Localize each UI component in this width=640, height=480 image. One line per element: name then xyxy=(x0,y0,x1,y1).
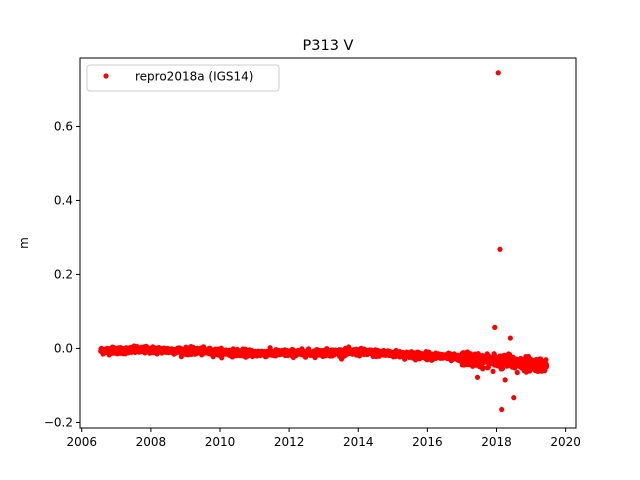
outlier-point xyxy=(474,374,481,380)
y-tick-label: 0.0 xyxy=(54,341,73,355)
x-tick-label: 2008 xyxy=(136,435,167,449)
outlier-point xyxy=(497,246,503,252)
outlier-point xyxy=(507,335,513,341)
x-tick-label: 2006 xyxy=(66,435,97,449)
y-tick-label: 0.4 xyxy=(54,193,73,207)
plot-frame xyxy=(79,57,577,429)
outlier-point xyxy=(499,406,505,413)
chart-title: P313 V xyxy=(303,38,354,54)
x-tick-label: 2016 xyxy=(412,435,443,449)
outlier-point xyxy=(506,351,512,357)
outlier-point xyxy=(495,70,501,76)
x-tick-label: 2010 xyxy=(205,435,236,449)
legend-box xyxy=(86,64,280,92)
scatter-points xyxy=(98,70,550,413)
legend-marker xyxy=(103,73,109,79)
outlier-point xyxy=(502,377,508,383)
x-tick-label: 2012 xyxy=(274,435,305,449)
outlier-point xyxy=(511,395,517,401)
outlier-point xyxy=(480,366,486,372)
outlier-point xyxy=(514,369,520,376)
x-tick-label: 2014 xyxy=(343,435,374,449)
y-axis-label: m xyxy=(17,237,31,249)
outlier-point xyxy=(490,368,496,374)
legend-label: repro2018a (IGS14) xyxy=(135,70,253,84)
data-point xyxy=(544,363,550,369)
x-tick-label: 2020 xyxy=(550,435,581,449)
data-point xyxy=(500,365,506,372)
outlier-point xyxy=(492,324,498,330)
y-tick-label: −0.2 xyxy=(44,415,73,429)
legend: repro2018a (IGS14) xyxy=(86,64,280,92)
y-tick-label: 0.6 xyxy=(54,119,73,133)
y-tick-label: 0.2 xyxy=(54,267,73,281)
x-tick-label: 2018 xyxy=(481,435,512,449)
y-axis: −0.2 0.0 0.2 0.4 0.6 xyxy=(44,119,80,429)
data-point xyxy=(543,357,549,363)
x-axis: 2006 2008 2010 2012 2014 2016 2018 2020 xyxy=(66,428,581,449)
